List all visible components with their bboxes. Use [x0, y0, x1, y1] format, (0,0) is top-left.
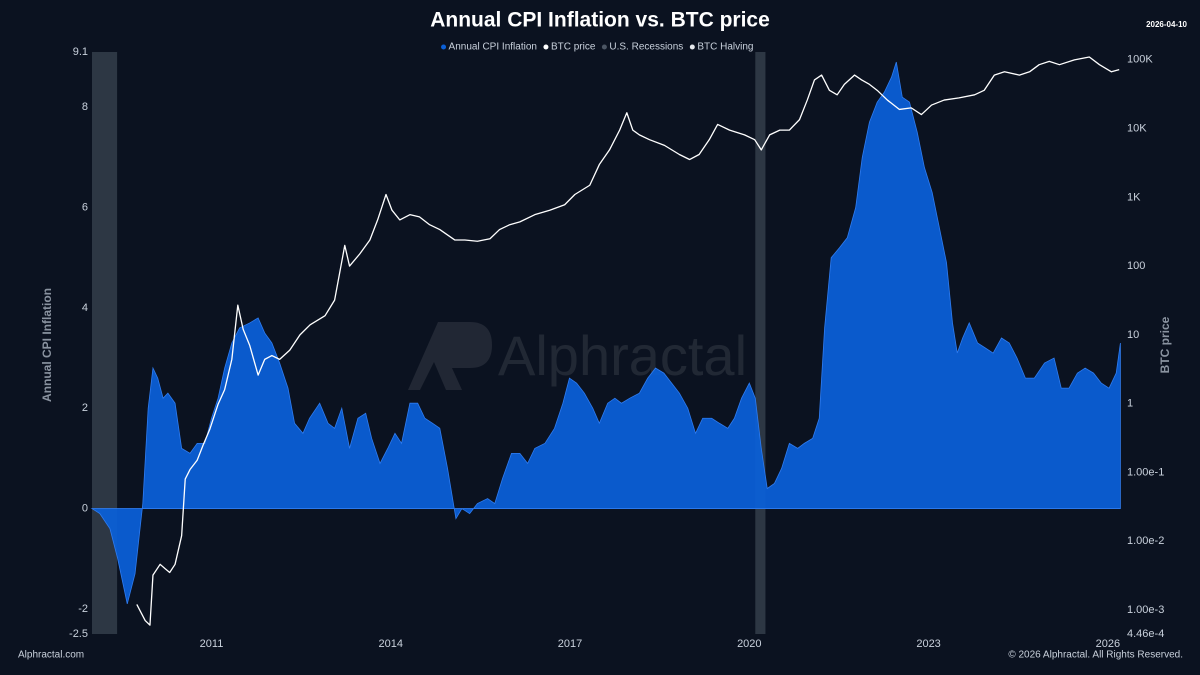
y-tick-label: 0	[82, 502, 88, 514]
y-tick-label: -2	[78, 603, 88, 615]
x-tick-label: 2011	[200, 638, 224, 650]
watermark-logo	[408, 322, 492, 390]
x-tick-label: 2026	[1096, 638, 1120, 650]
x-tick-label: 2017	[558, 638, 582, 650]
btc-line	[136, 56, 1120, 626]
cpi-area	[90, 61, 1121, 604]
x-tick-label: 2014	[379, 638, 403, 650]
y2-tick-label: 1.00e-1	[1127, 466, 1164, 478]
y-axis-title: Annual CPI Inflation	[40, 288, 54, 402]
y2-tick-label: 4.46e-4	[1127, 628, 1164, 640]
y2-tick-label: 1.00e-2	[1127, 535, 1164, 547]
legend-label: U.S. Recessions	[609, 42, 683, 53]
recession-band	[92, 52, 118, 634]
legend-label: BTC price	[551, 42, 596, 53]
y2-tick-label: 1K	[1127, 191, 1141, 203]
x-tick-label: 2020	[737, 638, 761, 650]
y-tick-label: 8	[82, 101, 88, 113]
y2-tick-label: 10K	[1127, 122, 1147, 134]
legend-marker	[689, 44, 695, 50]
y2-axis-title: BTC price	[1158, 316, 1172, 373]
legend: Annual CPI Inflation BTC price U.S. Recess…	[441, 42, 753, 53]
legend-item: BTC price	[543, 42, 596, 53]
y-tick-label: 9.1	[73, 46, 88, 58]
chart-title: Annual CPI Inflation vs. BTC price	[430, 9, 770, 32]
y-tick-label: -2.5	[69, 628, 88, 640]
legend-label: Annual CPI Inflation	[449, 42, 537, 53]
y-tick-label: 6	[82, 201, 88, 213]
legend-label: BTC Halving	[697, 42, 753, 53]
y2-tick-label: 100	[1127, 260, 1145, 272]
legend-item: U.S. Recessions	[601, 42, 683, 53]
source: Alphractal.com	[18, 650, 84, 661]
legend-item: BTC Halving	[689, 42, 753, 53]
legend-item: Annual CPI Inflation	[441, 42, 537, 53]
watermark: Alphractal	[498, 324, 747, 387]
y2-tick-label: 1	[1127, 398, 1133, 410]
date: 2026-04-10	[1146, 20, 1187, 29]
x-tick-label: 2023	[916, 638, 940, 650]
legend-marker	[441, 44, 447, 50]
copyright: © 2026 Alphractal. All Rights Reserved.	[1008, 650, 1183, 661]
y-tick-label: 4	[82, 302, 88, 314]
recession-band	[755, 52, 766, 634]
y-tick-label: 2	[82, 402, 88, 414]
legend-marker	[543, 44, 549, 50]
y2-tick-label: 10	[1127, 329, 1139, 341]
legend-marker	[601, 44, 607, 50]
y2-tick-label: 100K	[1127, 54, 1153, 66]
y2-tick-label: 1.00e-3	[1127, 604, 1164, 616]
